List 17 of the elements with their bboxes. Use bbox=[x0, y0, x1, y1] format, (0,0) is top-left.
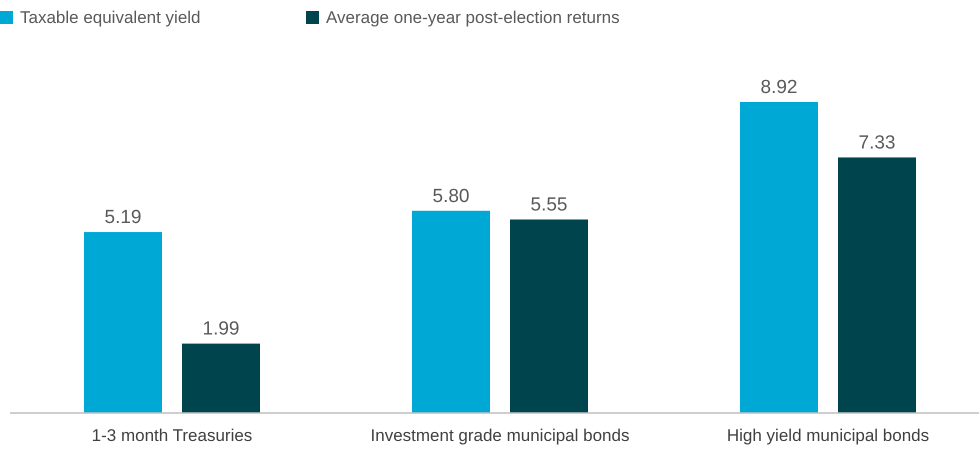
x-tick-label: Investment grade municipal bonds bbox=[370, 426, 630, 445]
x-tick-label: 1-3 month Treasuries bbox=[92, 426, 252, 445]
data-label: 8.92 bbox=[760, 77, 798, 98]
data-label: 5.19 bbox=[104, 207, 142, 228]
bar bbox=[182, 344, 260, 413]
x-tick-label: High yield municipal bonds bbox=[726, 426, 930, 445]
data-label: 7.33 bbox=[858, 132, 896, 154]
bar bbox=[412, 210, 490, 413]
legend-label: Taxable equivalent yield bbox=[20, 8, 201, 27]
bar bbox=[84, 232, 162, 413]
bar bbox=[838, 157, 916, 413]
legend-label: Average one-year post-election returns bbox=[326, 8, 620, 27]
data-label: 1.99 bbox=[202, 318, 240, 340]
bar bbox=[740, 102, 818, 413]
data-label: 5.80 bbox=[432, 186, 470, 207]
data-label: 5.55 bbox=[530, 194, 568, 216]
bar bbox=[510, 219, 588, 413]
